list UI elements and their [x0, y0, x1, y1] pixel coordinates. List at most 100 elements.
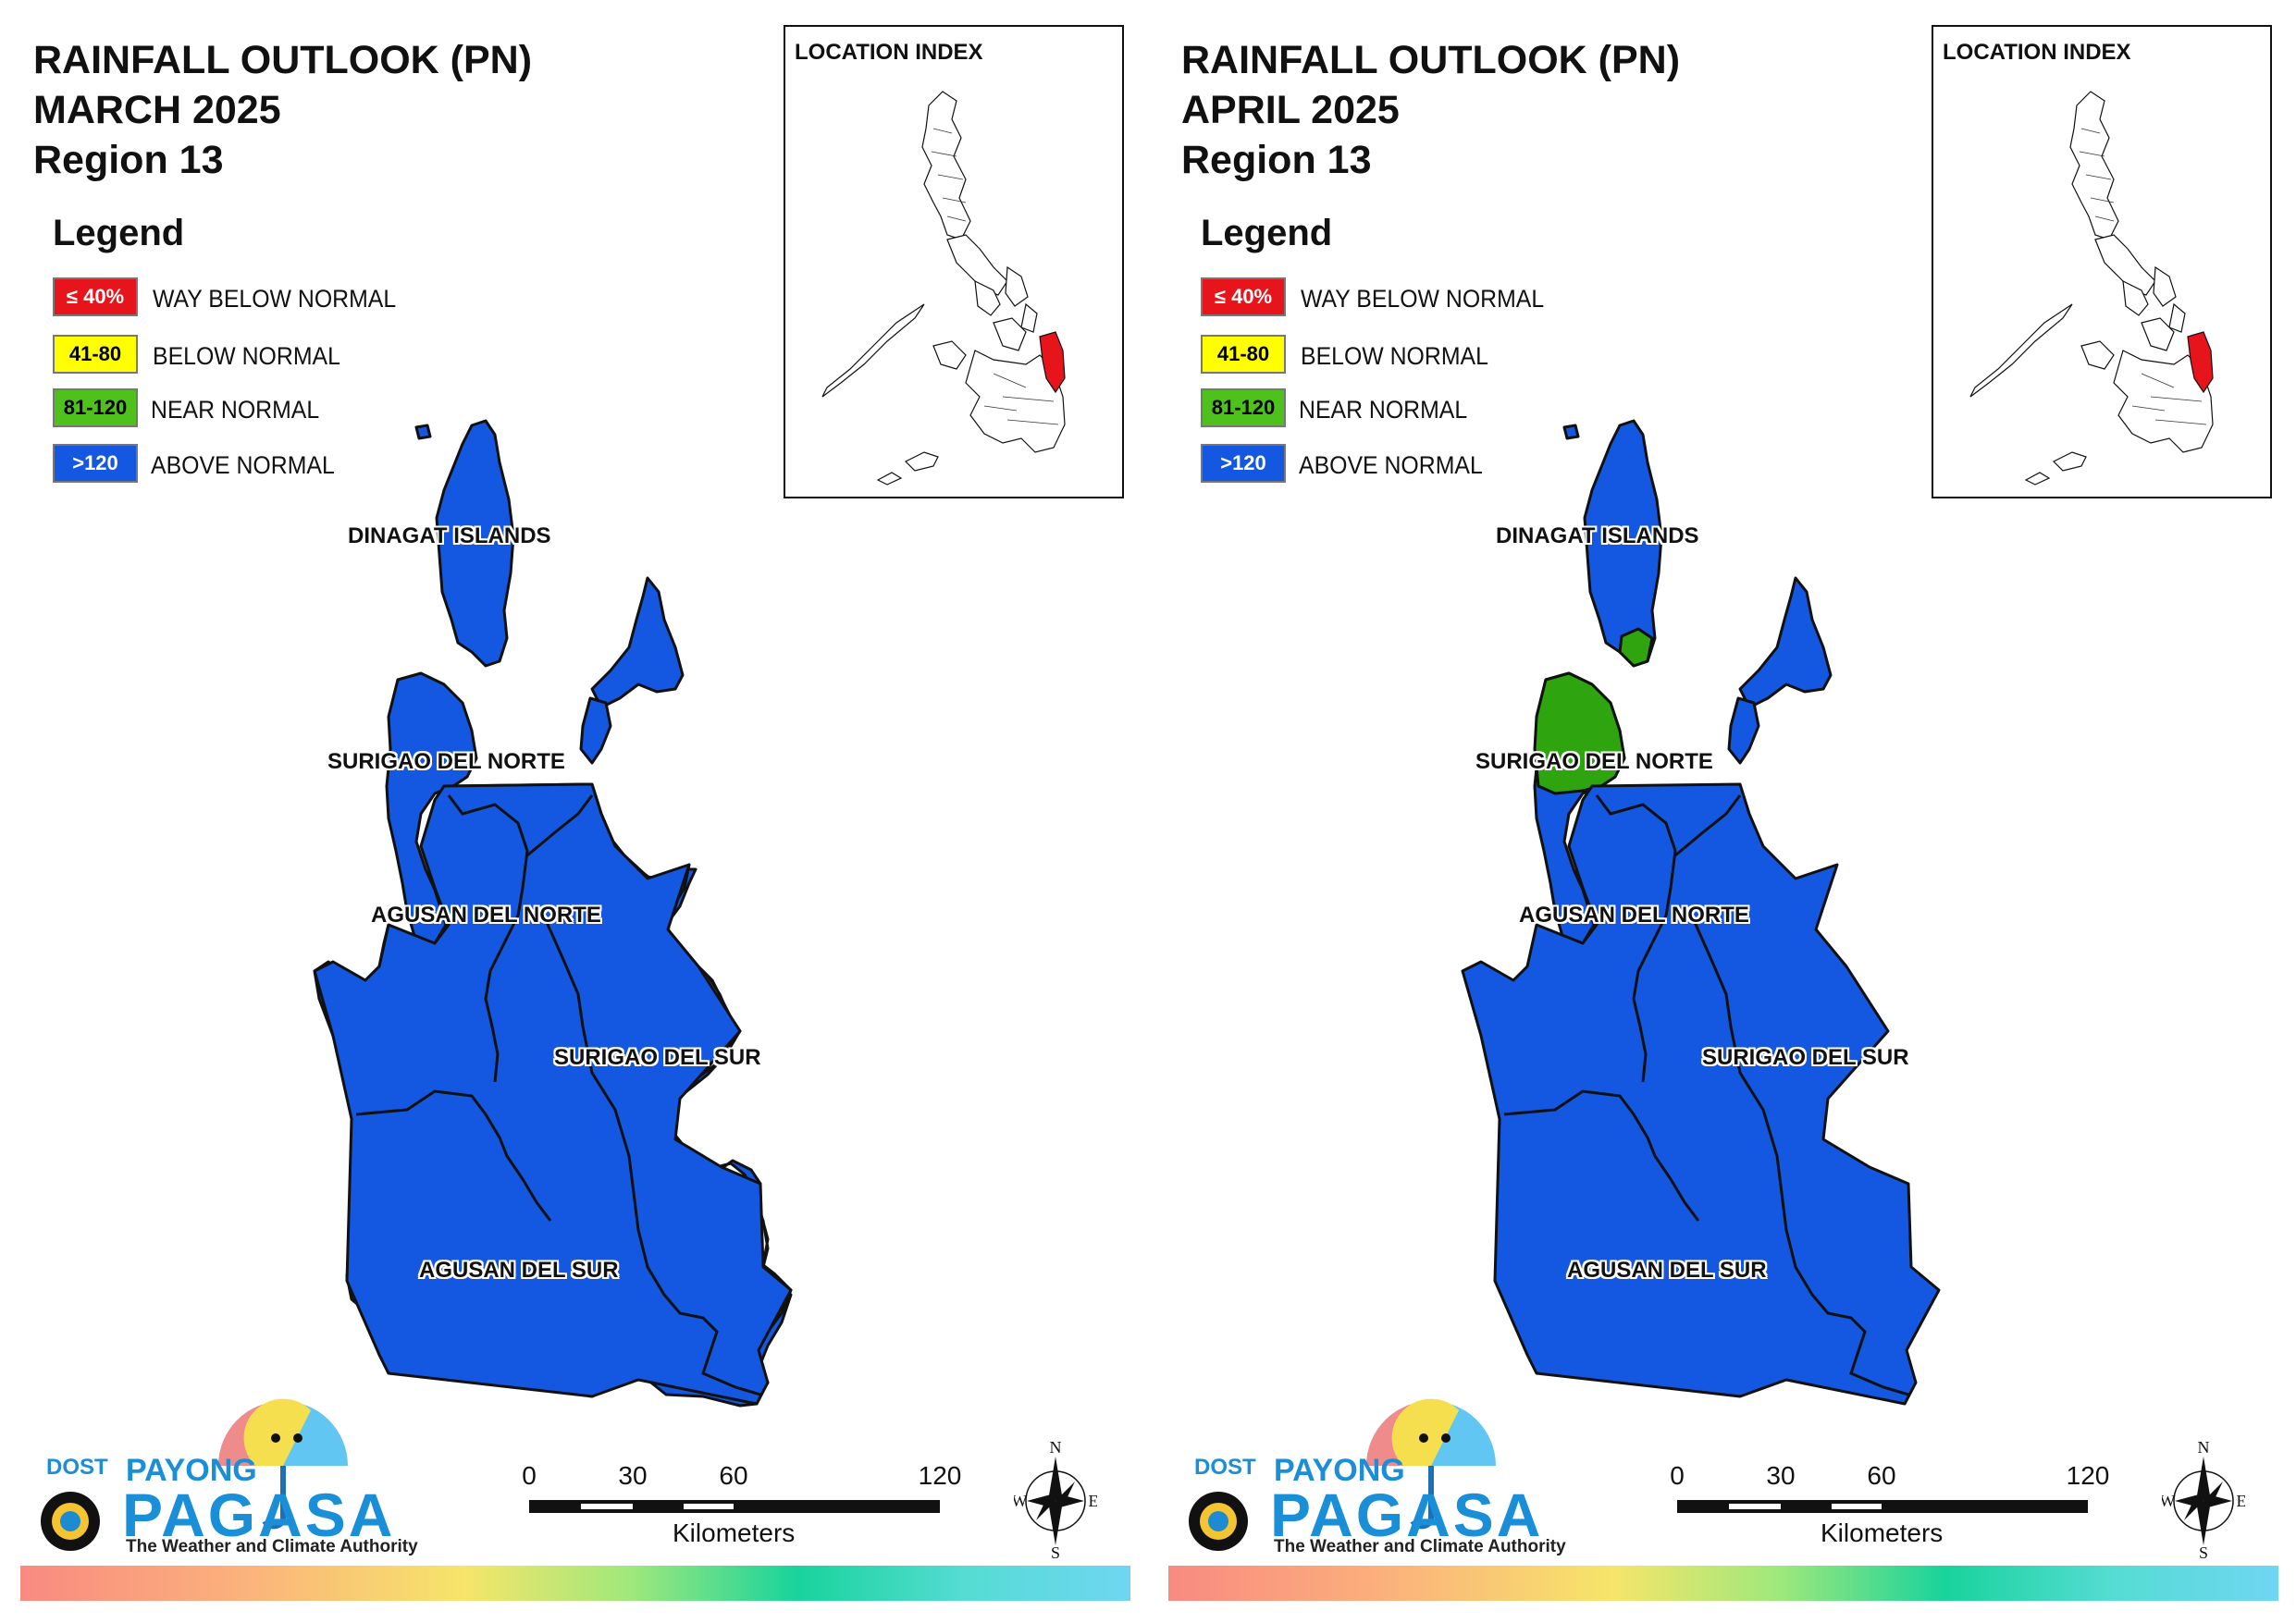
region13-highlight — [1039, 331, 1066, 394]
scale-tick: 120 — [2066, 1461, 2110, 1490]
logo-payong-text: PAYONG — [126, 1453, 257, 1488]
scale-tick: 0 — [1670, 1461, 1685, 1490]
province-surigao-del-norte-near-normal — [1533, 671, 1626, 795]
label-surigao-del-norte: SURIGAO DEL NORTE — [1475, 749, 1713, 774]
province-mainland-fill — [313, 782, 793, 1406]
legend-swatch: 41-80 — [1201, 335, 1286, 374]
location-index-inset: LOCATION INDEX — [784, 25, 1124, 498]
legend-label: BELOW NORMAL — [153, 342, 340, 370]
scale-unit: Kilometers — [673, 1518, 796, 1547]
province-dinagat-near-normal — [1618, 627, 1654, 668]
label-agusan-del-norte: AGUSAN DEL NORTE — [371, 903, 601, 928]
legend-label: WAY BELOW NORMAL — [1301, 285, 1545, 313]
payong-pagasa-logo: DOST PAYONG PAGASA The Weather and Clima… — [33, 1392, 418, 1563]
legend-label: BELOW NORMAL — [1301, 342, 1488, 370]
location-index-title: LOCATION INDEX — [795, 40, 983, 65]
scale-tick: 60 — [1867, 1461, 1896, 1490]
scale-bar: 0 30 60 120 Kilometers — [1670, 1461, 2109, 1563]
logo-tagline: The Weather and Climate Authority — [1274, 1537, 1566, 1556]
north-arrow-icon: N S W E — [1012, 1438, 1099, 1562]
scale-bar-graphic — [529, 1500, 940, 1513]
province-mainland-fill — [1461, 782, 1941, 1406]
north-arrow-icon: N S W E — [2160, 1438, 2247, 1562]
location-index-title: LOCATION INDEX — [1943, 40, 2131, 65]
scale-tick: 30 — [618, 1461, 648, 1490]
label-agusan-del-sur: AGUSAN DEL SUR — [1567, 1258, 1767, 1283]
compass-e: E — [2237, 1492, 2246, 1510]
legend-title: Legend — [53, 213, 185, 253]
compass-s: S — [2199, 1543, 2208, 1560]
boundary-sdn-sds — [1674, 794, 1742, 857]
color-gradient-bar — [1168, 1566, 2278, 1601]
compass-n: N — [2198, 1440, 2210, 1457]
philippines-outline-map — [1969, 91, 2214, 486]
region13-province-map — [313, 419, 793, 1408]
province-dinagat-islet — [1562, 424, 1580, 440]
color-gradient-bar — [20, 1566, 1130, 1601]
boundary-adn-ads — [1503, 1089, 1700, 1222]
umbrella-icon — [41, 1398, 348, 1551]
legend-title: Legend — [1201, 213, 1333, 253]
map-title: RAINFALL OUTLOOK (PN) MARCH 2025 Region … — [33, 35, 532, 185]
province-dinagat-islands — [435, 419, 515, 668]
label-dinagat-islands: DINAGAT ISLANDS — [1496, 523, 1699, 548]
legend-label: NEAR NORMAL — [151, 396, 320, 424]
region13-province-map — [1461, 419, 1941, 1406]
province-dinagat-islet — [414, 424, 432, 440]
logo-dost-text: DOST — [1194, 1455, 1256, 1480]
boundary-ads-sds — [1692, 919, 1909, 1396]
label-surigao-del-norte: SURIGAO DEL NORTE — [327, 749, 565, 774]
province-siargao — [1738, 576, 1833, 709]
panel-april: RAINFALL OUTLOOK (PN) APRIL 2025 Region … — [1148, 0, 2296, 1623]
title-region: Region 13 — [1181, 138, 1372, 182]
boundary-sdn-adn — [447, 794, 529, 1083]
legend-label: ABOVE NORMAL — [1299, 451, 1483, 479]
scale-tick: 60 — [719, 1461, 748, 1490]
logo-payong-text: PAYONG — [1274, 1453, 1405, 1488]
title-region: Region 13 — [33, 138, 224, 182]
boundary-ads-sds — [544, 919, 761, 1396]
legend-swatch: 41-80 — [53, 335, 138, 374]
payong-pagasa-logo: DOST PAYONG PAGASA The Weather and Clima… — [1181, 1392, 1566, 1563]
title-line-1: RAINFALL OUTLOOK (PN) — [33, 38, 533, 82]
legend-swatch: >120 — [53, 444, 138, 483]
compass-s: S — [1051, 1543, 1060, 1560]
boundary-sdn-sds — [526, 794, 594, 857]
scale-tick: 0 — [522, 1461, 537, 1490]
map-title: RAINFALL OUTLOOK (PN) APRIL 2025 Region … — [1181, 35, 1680, 185]
legend-label: WAY BELOW NORMAL — [153, 285, 397, 313]
title-month: MARCH 2025 — [33, 88, 281, 132]
title-line-1: RAINFALL OUTLOOK (PN) — [1181, 38, 1681, 82]
boundary-adn-ads — [355, 1089, 552, 1222]
logo-tagline: The Weather and Climate Authority — [126, 1537, 418, 1556]
label-surigao-del-sur: SURIGAO DEL SUR — [1702, 1045, 1909, 1070]
philippines-outline-map — [821, 91, 1066, 486]
province-bucas-grande — [579, 696, 612, 765]
compass-e: E — [1089, 1492, 1098, 1510]
region13-highlight — [2187, 331, 2214, 394]
legend-swatch: ≤ 40% — [1201, 277, 1286, 316]
legend-label: ABOVE NORMAL — [151, 451, 335, 479]
boundary-sdn-adn — [1595, 794, 1677, 1083]
scale-unit: Kilometers — [1821, 1518, 1944, 1547]
logo-pagasa-text: PAGASA — [1270, 1481, 1544, 1549]
province-surigao-del-norte — [385, 671, 478, 945]
compass-n: N — [1050, 1440, 1062, 1457]
legend-label: NEAR NORMAL — [1299, 396, 1468, 424]
scale-tick: 30 — [1766, 1461, 1796, 1490]
panel-march: RAINFALL OUTLOOK (PN) MARCH 2025 Region … — [20, 25, 1130, 1601]
umbrella-icon — [1189, 1398, 1496, 1551]
legend-swatch: 81-120 — [53, 388, 138, 427]
province-siargao — [590, 576, 685, 709]
scale-bar-graphic — [1677, 1500, 2088, 1513]
legend-swatch: >120 — [1201, 444, 1286, 483]
label-dinagat-islands: DINAGAT ISLANDS — [348, 523, 551, 548]
title-month: APRIL 2025 — [1181, 88, 1400, 132]
logo-pagasa-text: PAGASA — [122, 1481, 396, 1549]
label-surigao-del-sur: SURIGAO DEL SUR — [554, 1045, 761, 1070]
legend-swatch: ≤ 40% — [53, 277, 138, 316]
province-bucas-grande — [1727, 696, 1760, 765]
scale-tick: 120 — [918, 1461, 962, 1490]
label-agusan-del-sur: AGUSAN DEL SUR — [419, 1258, 619, 1283]
compass-w: W — [1014, 1492, 1028, 1510]
